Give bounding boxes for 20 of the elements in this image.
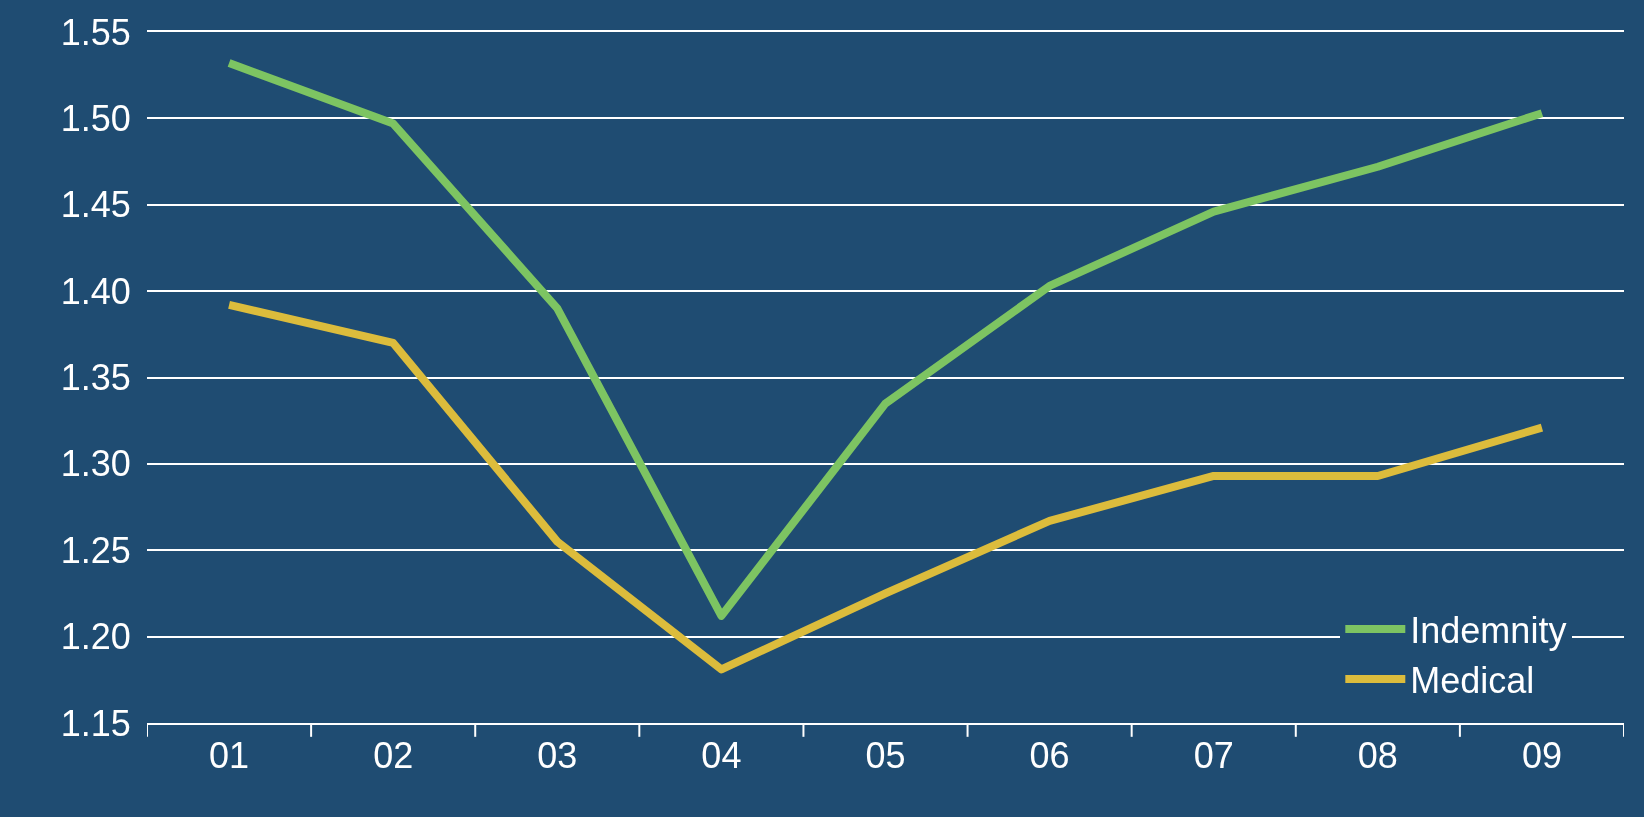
x-tick-label: 08 [1357,735,1398,777]
y-tick-label: 1.40 [60,270,131,312]
y-tick-label: 1.25 [60,529,131,571]
y-tick-label: 1.30 [60,443,131,485]
x-tick-label: 02 [373,735,414,777]
x-tick-label: 01 [209,735,250,777]
legend-label: Indemnity [1410,610,1567,652]
y-tick-label: 1.50 [60,97,131,139]
y-tick-label: 1.35 [60,357,131,399]
x-tick-label: 05 [865,735,906,777]
x-tick-label: 09 [1521,735,1562,777]
y-tick-label: 1.55 [60,11,131,53]
x-tick-label: 07 [1193,735,1234,777]
y-tick-label: 1.20 [60,616,131,658]
y-tick-label: 1.45 [60,184,131,226]
legend-label: Medical [1410,659,1535,701]
x-tick-label: 06 [1029,735,1070,777]
x-tick-label: 03 [537,735,578,777]
x-tick-label: 04 [701,735,742,777]
y-tick-label: 1.15 [60,702,131,744]
